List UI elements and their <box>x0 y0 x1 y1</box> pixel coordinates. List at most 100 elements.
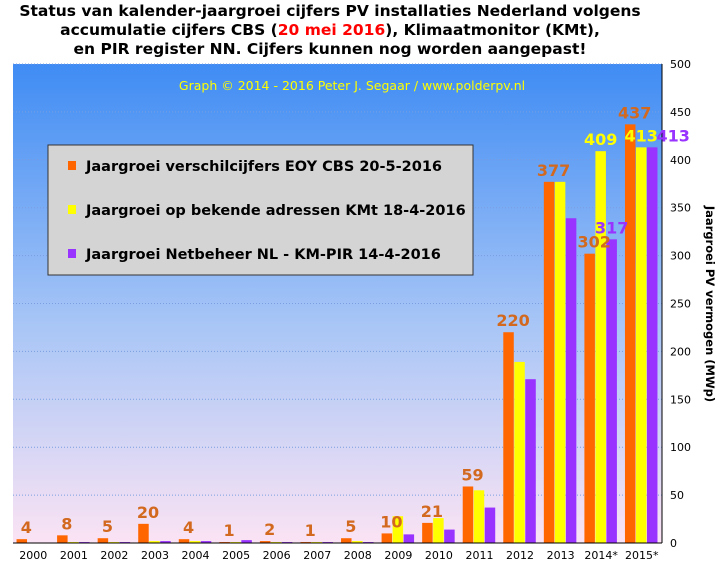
title-date-highlight: 20 mei 2016 <box>277 21 386 39</box>
data-label-cbs: 59 <box>461 465 483 484</box>
data-label-cbs: 5 <box>345 517 356 536</box>
bar-series-3 <box>565 218 577 543</box>
bar-series-1 <box>259 541 271 543</box>
bar-series-1 <box>16 539 28 543</box>
bar-series-3 <box>484 507 496 543</box>
data-label-cbs: 20 <box>137 503 159 522</box>
x-tick-label: 2006 <box>263 549 291 562</box>
bar-series-3 <box>646 147 658 543</box>
data-label-cbs: 4 <box>21 518 32 537</box>
data-label-series-3: 413 <box>657 126 690 145</box>
title-line-2-pre: accumulatie cijfers CBS ( <box>60 21 278 39</box>
x-tick-label: 2001 <box>60 549 88 562</box>
data-label-cbs: 377 <box>537 161 570 180</box>
data-label-cbs: 437 <box>618 103 651 122</box>
bar-series-1 <box>97 538 109 543</box>
title-line-2: accumulatie cijfers CBS (20 mei 2016), K… <box>0 21 660 40</box>
x-tick-label: 2010 <box>425 549 453 562</box>
title-line-2-post: ), Klimaatmonitor (KMt), <box>385 21 600 39</box>
bar-series-1 <box>178 539 190 543</box>
x-tick-label: 2012 <box>506 549 534 562</box>
y-tick-label: 0 <box>670 537 677 550</box>
y-tick-label: 500 <box>670 58 691 71</box>
data-label-cbs: 4 <box>183 518 194 537</box>
legend-swatch <box>68 205 76 214</box>
legend-swatch <box>68 249 76 258</box>
bar-series-3 <box>241 540 252 543</box>
legend-entry: Jaargroei op bekende adressen KMt 18-4-2… <box>85 203 466 219</box>
bar-series-2 <box>189 541 201 543</box>
data-label-cbs: 220 <box>496 311 529 330</box>
bar-series-3 <box>525 379 536 543</box>
x-tick-label: 2008 <box>344 549 372 562</box>
x-tick-label: 2011 <box>465 549 493 562</box>
bar-series-1 <box>381 533 393 543</box>
y-tick-label: 100 <box>670 441 691 454</box>
bar-series-2 <box>433 518 444 543</box>
y-tick-label: 300 <box>670 250 691 263</box>
bar-series-3 <box>606 239 617 543</box>
bar-series-1 <box>503 332 514 543</box>
bar-series-2 <box>635 147 647 543</box>
bar-series-3 <box>160 541 171 543</box>
bar-series-2 <box>392 516 404 543</box>
bar-series-1 <box>584 253 595 543</box>
legend: Jaargroei verschilcijfers EOY CBS 20-5-2… <box>47 144 474 276</box>
data-label-series-2: 409 <box>584 130 617 149</box>
bar-series-2 <box>595 151 606 544</box>
data-label-series-3: 317 <box>595 218 628 237</box>
x-tick-label: 2007 <box>303 549 331 562</box>
bar-series-3 <box>403 534 415 543</box>
data-label-cbs: 21 <box>421 502 443 521</box>
bar-series-3 <box>200 541 212 543</box>
legend-swatch <box>68 161 76 170</box>
data-label-cbs: 2 <box>264 520 275 539</box>
y-tick-label: 250 <box>670 298 691 311</box>
y-axis-label: Jaargroei PV vermogen (MWp) <box>703 205 717 402</box>
bar-series-1 <box>138 523 149 543</box>
data-label-series-2: 413 <box>625 126 658 145</box>
x-tick-label: 2002 <box>100 549 128 562</box>
y-tick-label: 50 <box>670 489 684 502</box>
title-line-3: en PIR register NN. Cijfers kunnen nog w… <box>73 40 587 58</box>
y-tick-label: 150 <box>670 393 691 406</box>
x-tick-label: 2014* <box>584 549 618 562</box>
data-label-cbs: 1 <box>305 521 316 540</box>
bar-series-2 <box>554 181 566 544</box>
x-tick-label: 2015* <box>625 549 659 562</box>
y-tick-label: 200 <box>670 345 691 358</box>
y-tick-label: 450 <box>670 106 691 119</box>
title-line-1: Status van kalender-jaargroei cijfers PV… <box>19 2 641 20</box>
x-tick-label: 2004 <box>182 549 210 562</box>
data-label-cbs: 8 <box>61 514 72 533</box>
legend-entry: Jaargroei Netbeheer NL - KM-PIR 14-4-201… <box>85 247 441 263</box>
bar-series-1 <box>543 181 555 544</box>
bar-series-1 <box>341 538 352 543</box>
x-tick-label: 2005 <box>222 549 250 562</box>
data-label-cbs: 1 <box>224 521 235 540</box>
x-tick-label: 2013 <box>547 549 575 562</box>
data-label-cbs: 5 <box>102 517 113 536</box>
bar-series-1 <box>462 486 474 543</box>
data-label-cbs: 302 <box>577 233 610 252</box>
bar-series-1 <box>57 535 68 543</box>
legend-box <box>47 144 474 276</box>
axes: 0 50 100 150 200 250 300 350 400 450 500 2000 2001 20… <box>13 58 691 562</box>
bar-series-1 <box>422 522 433 543</box>
x-tick-label: 2003 <box>141 549 169 562</box>
bar-series-2 <box>473 490 485 543</box>
bar-series-2 <box>352 541 363 543</box>
bar-series-2 <box>149 541 160 543</box>
credit-text: Graph © 2014 - 2016 Peter J. Segaar / ww… <box>179 78 525 93</box>
chart-title: Status van kalender-jaargroei cijfers PV… <box>0 2 660 59</box>
bar-series-1 <box>624 124 636 543</box>
bar-series-2 <box>514 361 525 543</box>
x-tick-label: 2000 <box>19 549 47 562</box>
legend-entry: Jaargroei verschilcijfers EOY CBS 20-5-2… <box>85 159 442 175</box>
x-tick-label: 2009 <box>384 549 412 562</box>
bar-series-3 <box>444 529 455 543</box>
y-tick-label: 350 <box>670 202 691 215</box>
data-label-cbs: 10 <box>380 512 402 531</box>
y-tick-label: 400 <box>670 154 691 167</box>
